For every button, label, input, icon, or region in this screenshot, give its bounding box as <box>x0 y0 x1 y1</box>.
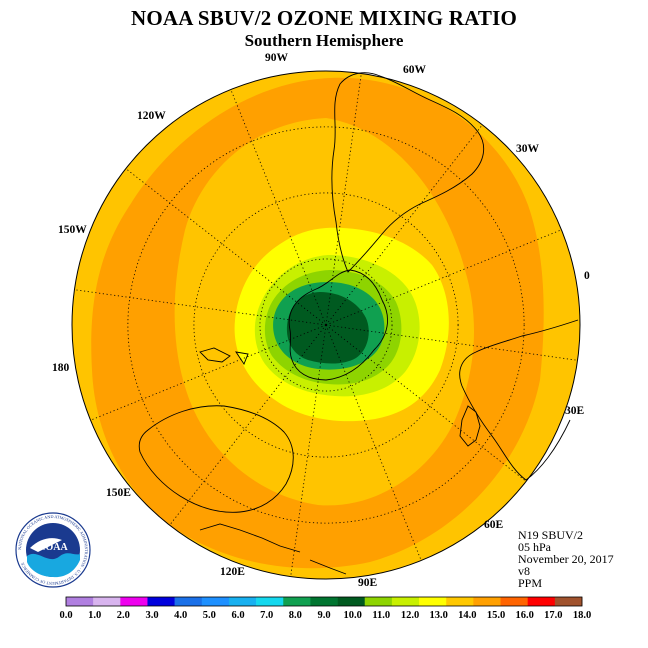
colorbar-tick-label: 9.0 <box>317 610 330 621</box>
colorbar-tick-label: 0.0 <box>59 610 72 621</box>
colorbar-swatch <box>174 597 203 606</box>
lon-label-90e: 90E <box>358 577 378 589</box>
map-title: NOAA SBUV/2 OZONE MIXING RATIO <box>131 6 517 30</box>
colorbar-tick-label: 14.0 <box>458 610 476 621</box>
latitude-circle-1 <box>259 258 393 392</box>
colorbar-swatch <box>446 597 474 606</box>
colorbar-tick-label: 17.0 <box>544 610 562 621</box>
lon-label-60w: 60W <box>403 64 427 76</box>
ozone-field <box>72 71 580 579</box>
coast-south-america <box>331 72 485 273</box>
coast-australia <box>138 405 294 513</box>
colorbar-swatch <box>66 597 94 606</box>
lon-label-150w: 150W <box>58 224 87 236</box>
info-units: PPM <box>518 576 543 590</box>
info-satellite: N19 SBUV/2 <box>518 528 584 542</box>
coast-antarctica <box>288 269 389 381</box>
meridian-line <box>325 73 362 326</box>
field-dark-green <box>286 292 369 364</box>
meridian-line <box>325 324 578 361</box>
map-subtitle: Southern Hemisphere <box>244 31 404 50</box>
graticule <box>74 73 578 577</box>
meridian-line <box>230 89 327 326</box>
lon-label-0: 0 <box>584 270 590 282</box>
colorbar-tick-label: 10.0 <box>344 610 362 621</box>
latitude-circle-3 <box>127 126 525 524</box>
coast-new-zealand <box>199 347 249 365</box>
longitude-labels: 0 30W 60W 90W 120W 150W 180 150E 120E 90… <box>52 52 590 589</box>
coast-indonesia <box>199 523 347 575</box>
meridian-line <box>169 324 327 526</box>
meridian-line <box>325 324 422 561</box>
colorbar-tick-label: 11.0 <box>372 610 390 621</box>
noaa-logo-text: NOAA <box>38 542 68 553</box>
meridian-line <box>325 324 527 482</box>
lon-label-30e: 30E <box>565 405 585 417</box>
colorbar-swatch <box>93 597 121 606</box>
colorbar-tick-label: 18.0 <box>573 610 591 621</box>
meridian-line <box>90 324 327 421</box>
colorbar-swatch <box>500 597 528 606</box>
colorbar-swatch <box>283 597 311 606</box>
coast-africa <box>459 319 579 481</box>
lon-label-60e: 60E <box>484 519 504 531</box>
latitude-circle-2 <box>193 192 459 458</box>
coastlines <box>138 72 579 575</box>
colorbar-swatch <box>147 597 175 606</box>
meridian-line <box>290 324 327 577</box>
colorbar-swatch <box>364 597 393 606</box>
colorbar-swatch <box>201 597 230 606</box>
info-date: November 20, 2017 <box>518 552 614 566</box>
lon-label-120e: 120E <box>220 566 245 578</box>
colorbar-tick-label: 4.0 <box>174 610 187 621</box>
colorbar-tick-label: 2.0 <box>117 610 130 621</box>
lon-label-90w: 90W <box>265 52 289 64</box>
colorbar-tick-label: 13.0 <box>430 610 448 621</box>
info-version: v8 <box>518 564 530 578</box>
colorbar-swatch <box>554 597 583 606</box>
colorbar-swatch <box>527 597 556 606</box>
meridian-line <box>325 229 562 326</box>
lon-label-120w: 120W <box>137 110 166 122</box>
colorbar-tick-label: 6.0 <box>231 610 244 621</box>
colorbar-tick-label: 16.0 <box>516 610 534 621</box>
colorbar-tick-label: 3.0 <box>145 610 158 621</box>
colorbar-tick-label: 8.0 <box>289 610 302 621</box>
noaa-logo: NOAA NATIONAL OCEANIC AND ATMOSPHERIC AD… <box>15 512 91 588</box>
colorbar-tick-label: 1.0 <box>88 610 101 621</box>
colorbar-swatch <box>473 597 501 606</box>
colorbar-swatch <box>310 597 338 606</box>
colorbar-swatch <box>228 597 257 606</box>
colorbar: 0.0 1.0 2.0 3.0 4.0 5.0 6.0 7.0 8.0 9.0 10.0 11.0 12… <box>59 596 591 621</box>
info-level: 05 hPa <box>518 540 551 554</box>
lon-label-150e: 150E <box>106 487 131 499</box>
colorbar-tick-label: 12.0 <box>401 610 419 621</box>
lon-label-30w: 30W <box>516 143 540 155</box>
colorbar-tick-label: 7.0 <box>260 610 273 621</box>
colorbar-swatch <box>419 597 447 606</box>
lon-label-180: 180 <box>52 362 70 374</box>
colorbar-swatch <box>337 597 366 606</box>
field-band-orange <box>91 77 544 569</box>
colorbar-swatch <box>256 597 284 606</box>
colorbar-frame <box>65 596 583 607</box>
map-border <box>71 70 581 580</box>
colorbar-swatch <box>391 597 420 606</box>
meridian-line <box>74 289 327 326</box>
colorbar-swatch <box>120 597 148 606</box>
meridian-line <box>125 168 327 326</box>
meridian-line <box>325 124 483 326</box>
colorbar-tick-label: 5.0 <box>203 610 216 621</box>
coast-madagascar <box>459 405 481 447</box>
colorbar-tick-label: 15.0 <box>487 610 505 621</box>
